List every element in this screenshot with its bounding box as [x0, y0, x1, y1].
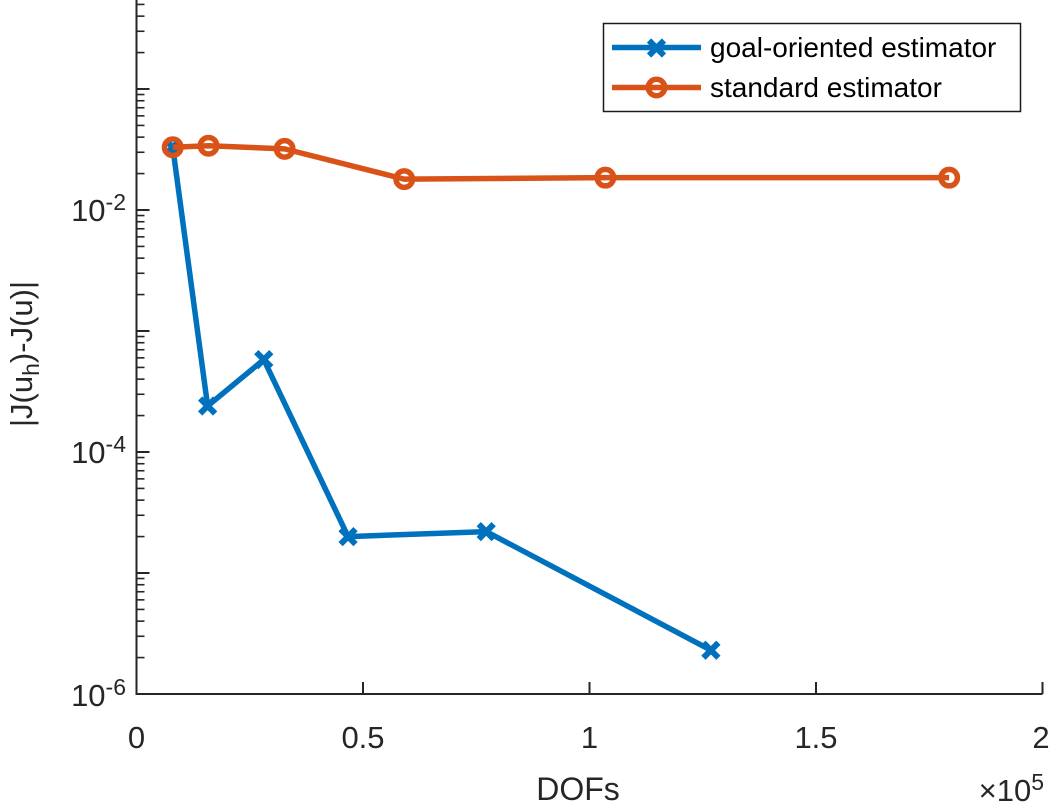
legend-label-goal-oriented: goal-oriented estimator [710, 32, 996, 63]
data-point-circle-marker [273, 137, 296, 160]
legend: goal-oriented estimator standard estimat… [602, 22, 1022, 113]
data-point-x-marker [701, 640, 721, 660]
y-tick-exp: -4 [106, 431, 127, 457]
data-point-circle-marker [938, 166, 961, 189]
x-tick-label-0: 0 [128, 720, 145, 755]
x-tick-label-05: 0.5 [341, 720, 384, 755]
series-line-standard-estimator [172, 142, 950, 182]
series-line-goal-oriented-estimator [170, 146, 713, 653]
data-point-circle-marker [594, 166, 617, 189]
series-goal-oriented-estimator [163, 137, 721, 660]
data-point-circle-marker [161, 136, 184, 159]
legend-circle-marker-icon [645, 76, 668, 99]
data-point-x-marker [338, 526, 358, 547]
data-point-x-marker [197, 396, 218, 416]
y-label-pre: |J(u [4, 376, 39, 427]
data-point-circle-marker [393, 168, 416, 191]
y-tick-label-1e-4: 10-4 [71, 431, 126, 470]
data-point-x-marker [476, 521, 496, 542]
y-tick-base: 10 [71, 435, 105, 470]
series [161, 134, 961, 660]
x-multiplier-base: ×10 [979, 773, 1032, 806]
y-axis-label: |J(uh)-J(u)| [4, 281, 44, 427]
series-standard-estimator [161, 134, 961, 191]
x-tick-label-2: 2 [1032, 720, 1049, 755]
y-label-sub: h [18, 363, 44, 376]
x-multiplier-exp: 5 [1031, 769, 1044, 795]
data-point-circle-marker [197, 134, 220, 157]
x-tick-label-1: 1 [581, 720, 598, 755]
legend-box [602, 22, 1022, 113]
y-tick-exp: -6 [106, 674, 126, 700]
y-tick-label-1e-2: 10-2 [71, 189, 126, 228]
x-axis-label: DOFs [536, 771, 620, 806]
x-axis-multiplier: ×105 [979, 769, 1044, 806]
legend-label-standard: standard estimator [710, 72, 942, 103]
y-tick-base: 10 [71, 193, 105, 228]
x-tick-label-15: 1.5 [794, 720, 837, 755]
axes [135, 0, 1044, 695]
legend-x-marker-icon [646, 38, 667, 58]
y-tick-label-1e-6: 10-6 [71, 674, 126, 713]
data-point-x-marker [254, 350, 274, 370]
y-tick-exp: -2 [106, 189, 126, 215]
y-tick-base: 10 [71, 678, 105, 713]
y-label-post: )-J(u)| [4, 281, 39, 363]
